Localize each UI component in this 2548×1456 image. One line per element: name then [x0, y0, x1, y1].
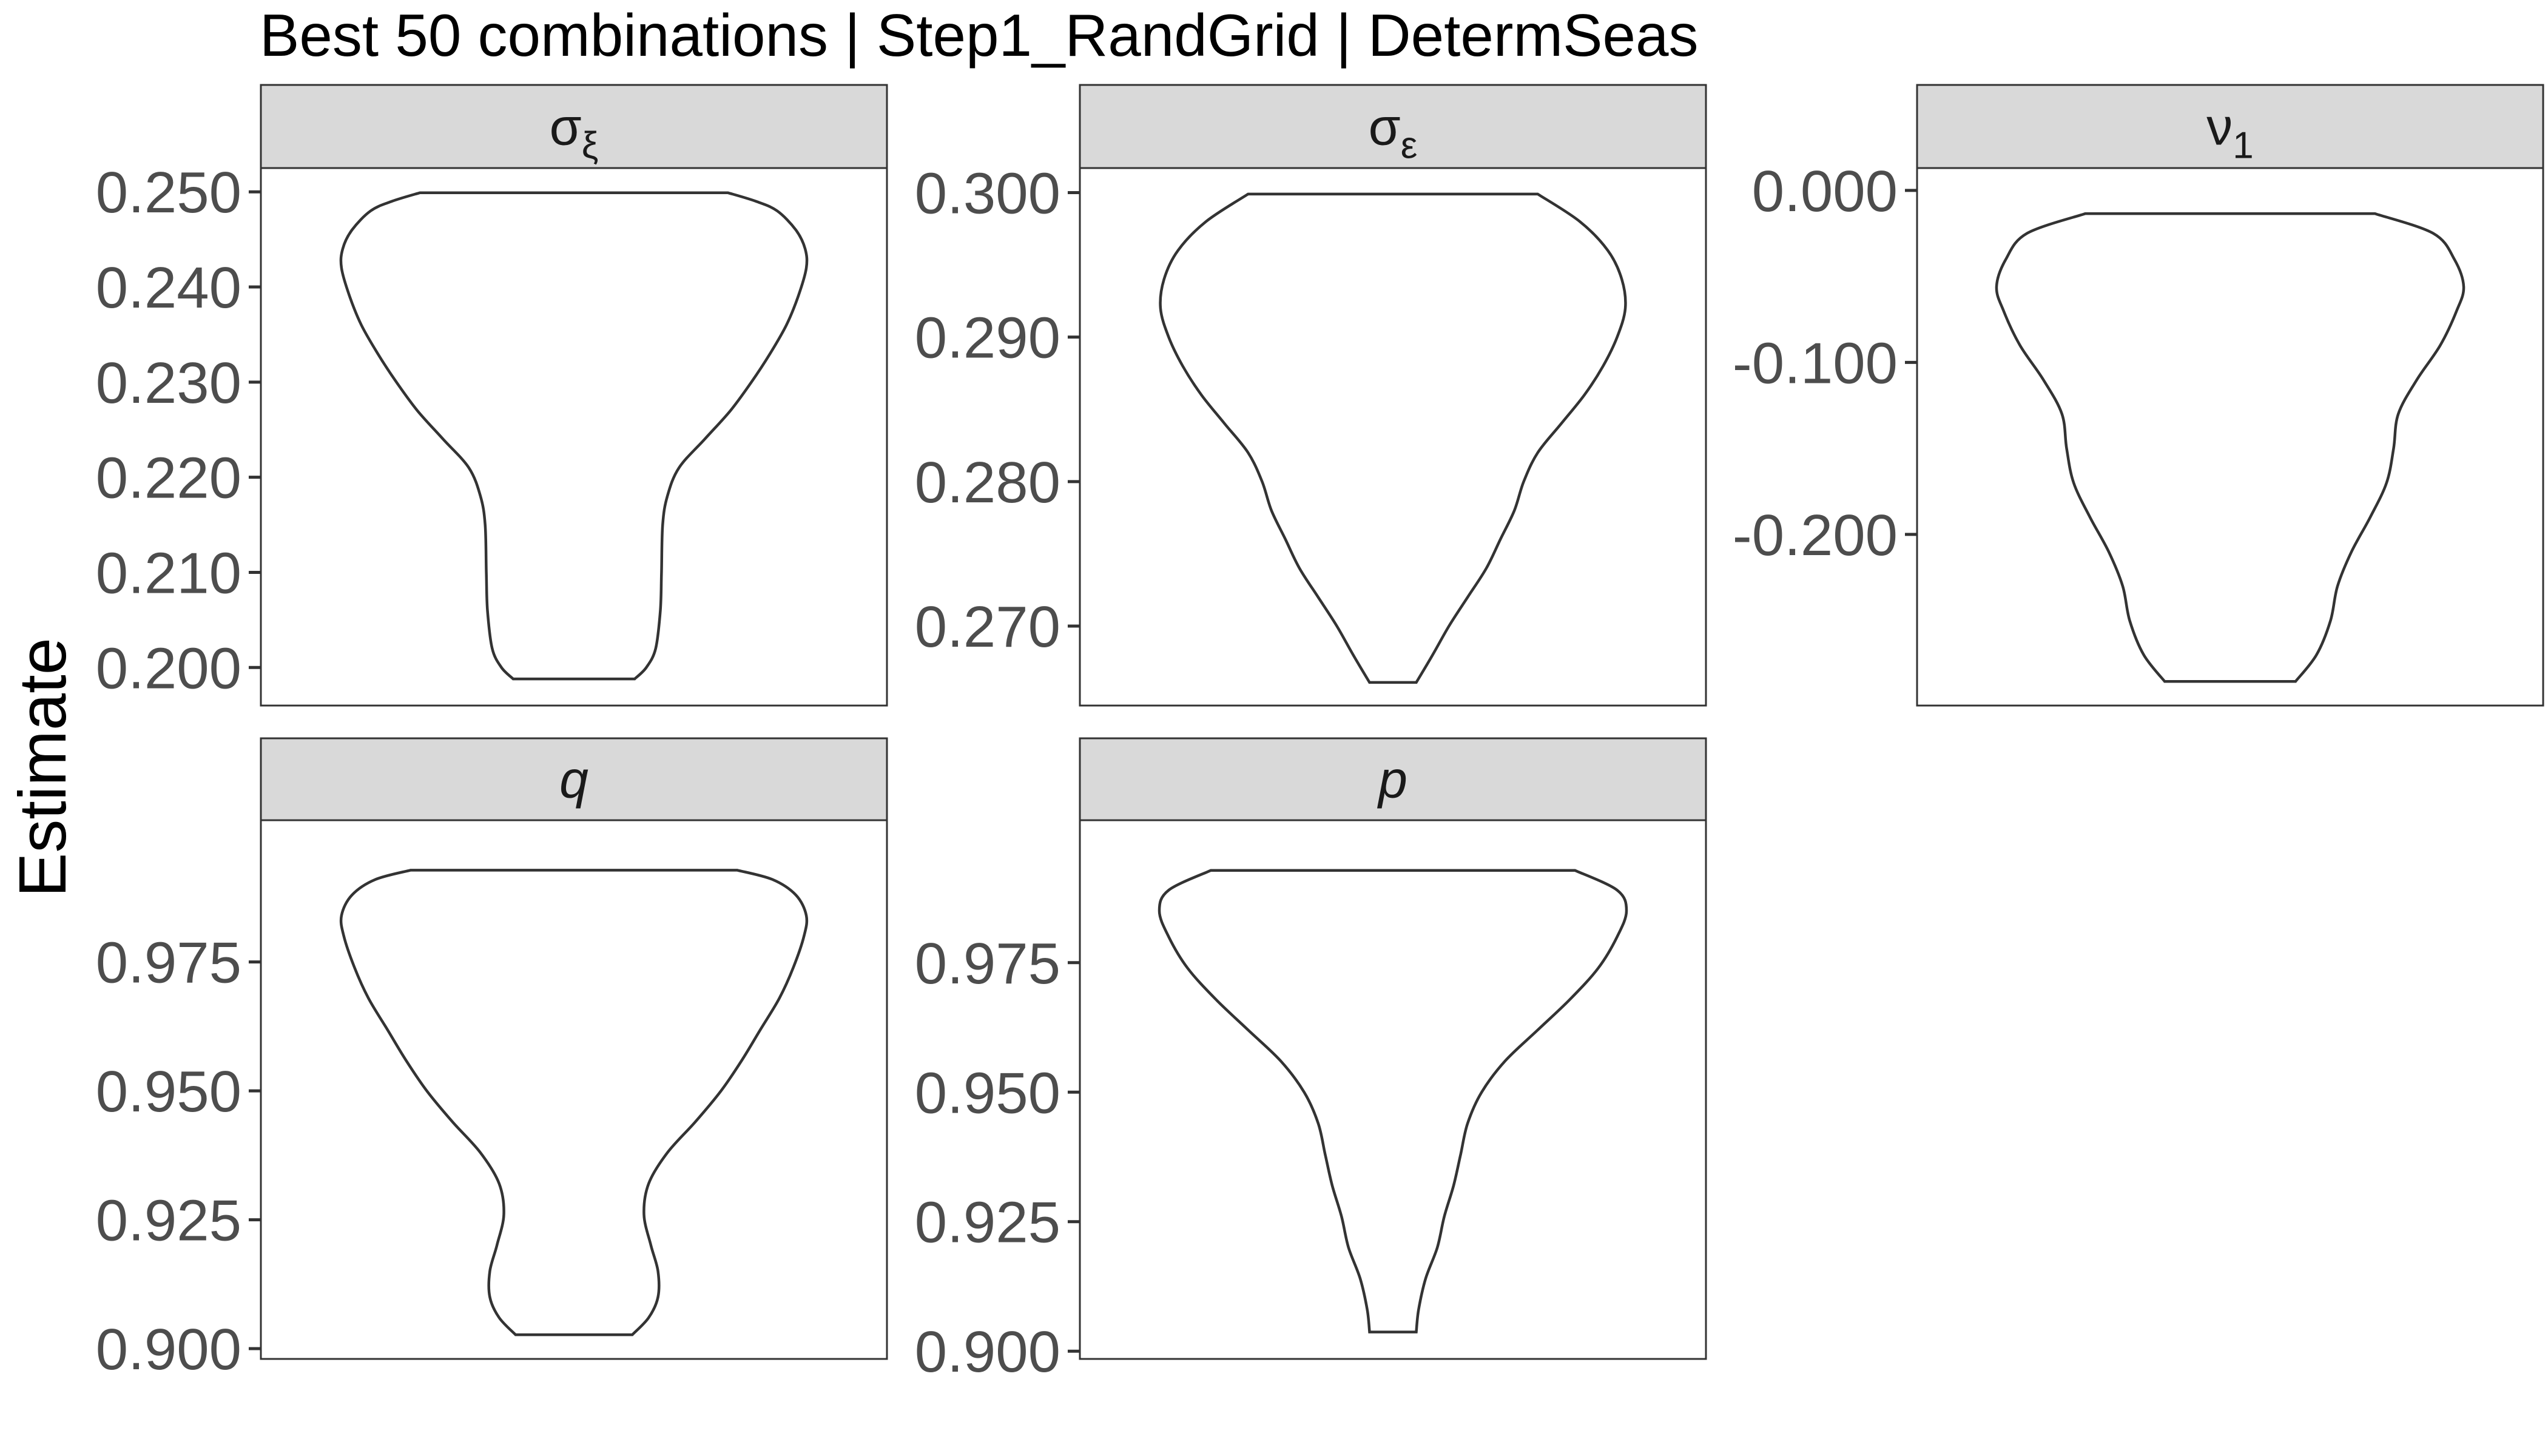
- y-tick-label: -0.100: [1733, 331, 1898, 396]
- facet-panel: σε 0.270 0.280 0.290 0.300: [915, 84, 1707, 707]
- facet-strip-label: q: [559, 751, 588, 809]
- facet-panel: p 0.900 0.925 0.950 0.975: [915, 737, 1707, 1384]
- y-tick-label: 0.280: [915, 450, 1060, 515]
- facet-strip: [260, 737, 888, 821]
- violin-shape: [1995, 212, 2465, 683]
- y-tick-label: 0.925: [96, 1188, 241, 1253]
- facet-strip: [260, 84, 888, 169]
- facet-strip: [1916, 84, 2544, 169]
- facet-strip-label: p: [1377, 751, 1407, 809]
- violin-shape: [339, 869, 809, 1336]
- y-tick-label: 0.950: [96, 1059, 241, 1124]
- violin-shape: [339, 191, 809, 681]
- y-tick-label: 0.975: [915, 931, 1060, 996]
- facet-panel: q 0.900 0.925 0.950 0.975: [96, 737, 888, 1382]
- y-tick-label: 0.220: [96, 446, 241, 511]
- y-tick-label: 0.900: [915, 1320, 1060, 1384]
- facet-strip-label: σε: [1369, 98, 1418, 167]
- y-tick-label: 0.900: [96, 1317, 241, 1382]
- violin-shape: [1158, 869, 1628, 1333]
- y-tick-label: 0.270: [915, 595, 1060, 659]
- facet-strip: [1079, 84, 1707, 169]
- y-tick-label: 0.300: [915, 161, 1060, 226]
- facet-strip-label: σξ: [550, 98, 599, 167]
- facet-panel: ν1 -0.200 -0.100 0.000: [1733, 84, 2544, 707]
- y-tick-label: 0.290: [915, 306, 1060, 371]
- facet-panels: σξ 0.200 0.210 0.220 0.230 0.240 0.250 σε 0.270 0…: [96, 84, 2544, 1384]
- y-tick-label: 0.210: [96, 541, 241, 605]
- y-tick-label: -0.200: [1733, 503, 1898, 568]
- y-tick-label: 0.925: [915, 1190, 1060, 1255]
- y-tick-label: 0.975: [96, 931, 241, 996]
- violin-shape: [1159, 192, 1627, 684]
- y-tick-label: 0.250: [96, 160, 241, 225]
- y-tick-label: 0.200: [96, 636, 241, 701]
- facet-strip: [1079, 737, 1707, 821]
- y-tick-label: 0.240: [96, 255, 241, 320]
- y-tick-label: 0.950: [915, 1060, 1060, 1125]
- y-axis-label: Estimate: [5, 638, 80, 897]
- y-tick-label: 0.000: [1752, 159, 1898, 224]
- facet-panel: σξ 0.200 0.210 0.220 0.230 0.240 0.250: [96, 84, 888, 707]
- chart-title: Best 50 combinations | Step1_RandGrid | …: [260, 2, 1698, 69]
- facet-strip-label: ν1: [2206, 98, 2253, 167]
- y-tick-label: 0.230: [96, 351, 241, 416]
